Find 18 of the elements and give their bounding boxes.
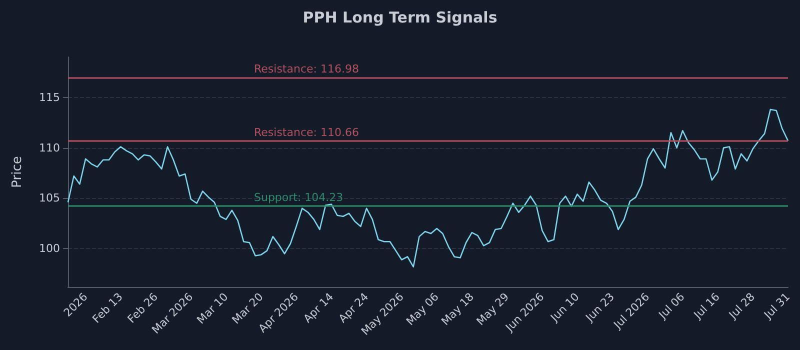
ref-line-label: Resistance: 116.98 bbox=[254, 62, 359, 76]
x-tick-label: Jul 16 bbox=[690, 290, 722, 322]
x-tick-label: Jul 31 bbox=[760, 290, 793, 322]
y-tick-label: 115 bbox=[39, 90, 60, 104]
ref-line-label: Support: 104.23 bbox=[254, 190, 344, 204]
y-tick-label: 105 bbox=[39, 192, 60, 205]
x-tick-label: Mar 10 bbox=[194, 290, 231, 327]
x-tick-label: Feb 13 bbox=[90, 290, 126, 326]
y-tick-label: 100 bbox=[39, 242, 60, 256]
x-tick-label: Jun 10 bbox=[547, 290, 582, 325]
ref-line-label: Resistance: 110.66 bbox=[254, 126, 359, 140]
line-series bbox=[67, 108, 789, 268]
x-tick-label: Apr 14 bbox=[301, 290, 336, 326]
y-axis-title: Price bbox=[10, 156, 25, 188]
chart-title: PPH Long Term Signals bbox=[302, 8, 498, 26]
x-tick-label: Jul 06 bbox=[656, 290, 688, 322]
x-tick-label: Jul 28 bbox=[726, 290, 758, 322]
y-tick-label: 110 bbox=[39, 141, 60, 154]
